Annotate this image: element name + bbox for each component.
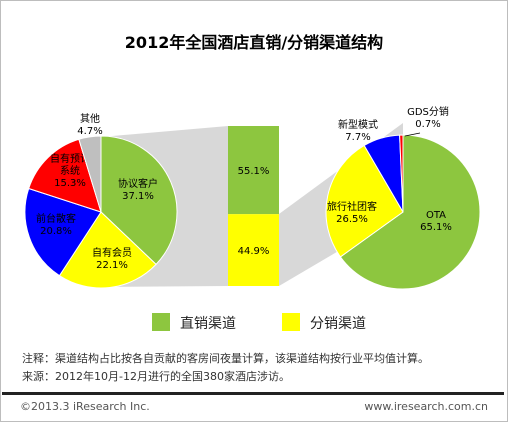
left-pie-label-2-line-1: 20.8%	[40, 226, 72, 237]
left-pie-slice-2	[24, 187, 102, 277]
left-pie-slice-4	[78, 135, 102, 213]
right-pie-label-2-line-1: 7.7%	[345, 132, 370, 143]
left-pie-label-4-line-1: 4.7%	[77, 126, 102, 137]
left-pie-label-1-line-1: 22.1%	[96, 260, 128, 271]
note-text: 注释：渠道结构占比按各自贡献的客房间夜量计算，该渠道结构按行业平均值计算。	[22, 352, 429, 365]
left-pie-label-3-line-1: 系统	[60, 164, 80, 177]
source-text: 来源：2012年10月-12月进行的全国380家酒店涉访。	[22, 370, 290, 383]
left-pie-label-0-line-0: 协议客户	[118, 177, 158, 190]
left-pie-label-3-line-0: 自有预订	[50, 152, 90, 165]
footer-divider	[2, 392, 504, 395]
right-pie-label-3-line-0: GDS分销	[407, 105, 449, 118]
legend-swatch-direct	[152, 313, 170, 331]
website-link[interactable]: www.iresearch.com.cn	[364, 400, 488, 413]
legend-label-direct: 直销渠道	[180, 316, 236, 332]
left-pie-label-2-line-0: 前台散客	[36, 212, 76, 225]
left-pie-label-2: 前台散客 20.8%	[36, 212, 76, 237]
left-pie: 协议客户 37.1% 自有会员 22.1% 前台散客 20.8% 自有预订系统 15.3% 其他…	[24, 112, 178, 289]
right-pie-label-2: 新型模式 7.7%	[338, 118, 378, 143]
right-pie-label-0-line-0: OTA	[426, 210, 446, 221]
right-pie-label-1: 旅行社团客 26.5%	[327, 200, 377, 225]
left-pie-label-4-line-0: 其他	[80, 112, 100, 125]
copyright: ©2013.3 iResearch Inc.	[20, 400, 150, 413]
right-pie: OTA 65.1% 旅行社团客 26.5% 新型模式 7.7% GDS分销 0.7%	[325, 105, 481, 290]
bar-segment-0	[228, 126, 279, 215]
left-pie-label-4: 其他 4.7%	[77, 112, 102, 137]
bar-label-0: 55.1%	[238, 166, 270, 177]
left-pie-label-1-line-0: 自有会员	[92, 246, 132, 259]
chart-title: 2012年全国酒店直销/分销渠道结构	[125, 33, 383, 52]
right-pie-label-1-line-1: 26.5%	[336, 214, 368, 225]
left-pie-label-3: 自有预订系统 15.3%	[50, 152, 90, 189]
legend-label-distribution: 分销渠道	[310, 316, 366, 332]
right-pie-slice-0	[339, 134, 481, 290]
left-pie-slice-1	[58, 211, 157, 289]
right-pie-slice-1	[325, 144, 404, 258]
left-pie-slice-0	[100, 135, 178, 266]
right-pie-label-1-line-0: 旅行社团客	[327, 200, 377, 213]
bar-segment-1	[228, 214, 279, 286]
legend-swatch-distribution	[282, 313, 300, 331]
bar-label-1: 44.9%	[238, 246, 270, 257]
left-pie-label-1: 自有会员 22.1%	[92, 246, 132, 271]
right-pie-label-3: GDS分销 0.7%	[407, 105, 449, 130]
right-pie-label-0-line-1: 65.1%	[420, 222, 452, 233]
notes: 注释：渠道结构占比按各自贡献的客房间夜量计算，该渠道结构按行业平均值计算。 来源…	[22, 350, 429, 386]
left-pie-label-3-line-2: 15.3%	[54, 178, 86, 189]
gds-leader-line	[404, 132, 421, 137]
right-pie-slice-3	[399, 134, 404, 213]
left-pie-label-0: 协议客户 37.1%	[118, 177, 158, 202]
middle-stacked-bar: 55.1% 44.9%	[228, 126, 279, 286]
left-pie-slice-3	[28, 138, 102, 213]
right-pie-label-2-line-0: 新型模式	[338, 118, 378, 131]
left-pie-label-0-line-1: 37.1%	[122, 191, 154, 202]
right-pie-label-0: OTA 65.1%	[420, 210, 452, 233]
legend: 直销渠道 分销渠道	[152, 310, 452, 334]
right-pie-label-3-line-1: 0.7%	[415, 119, 440, 130]
